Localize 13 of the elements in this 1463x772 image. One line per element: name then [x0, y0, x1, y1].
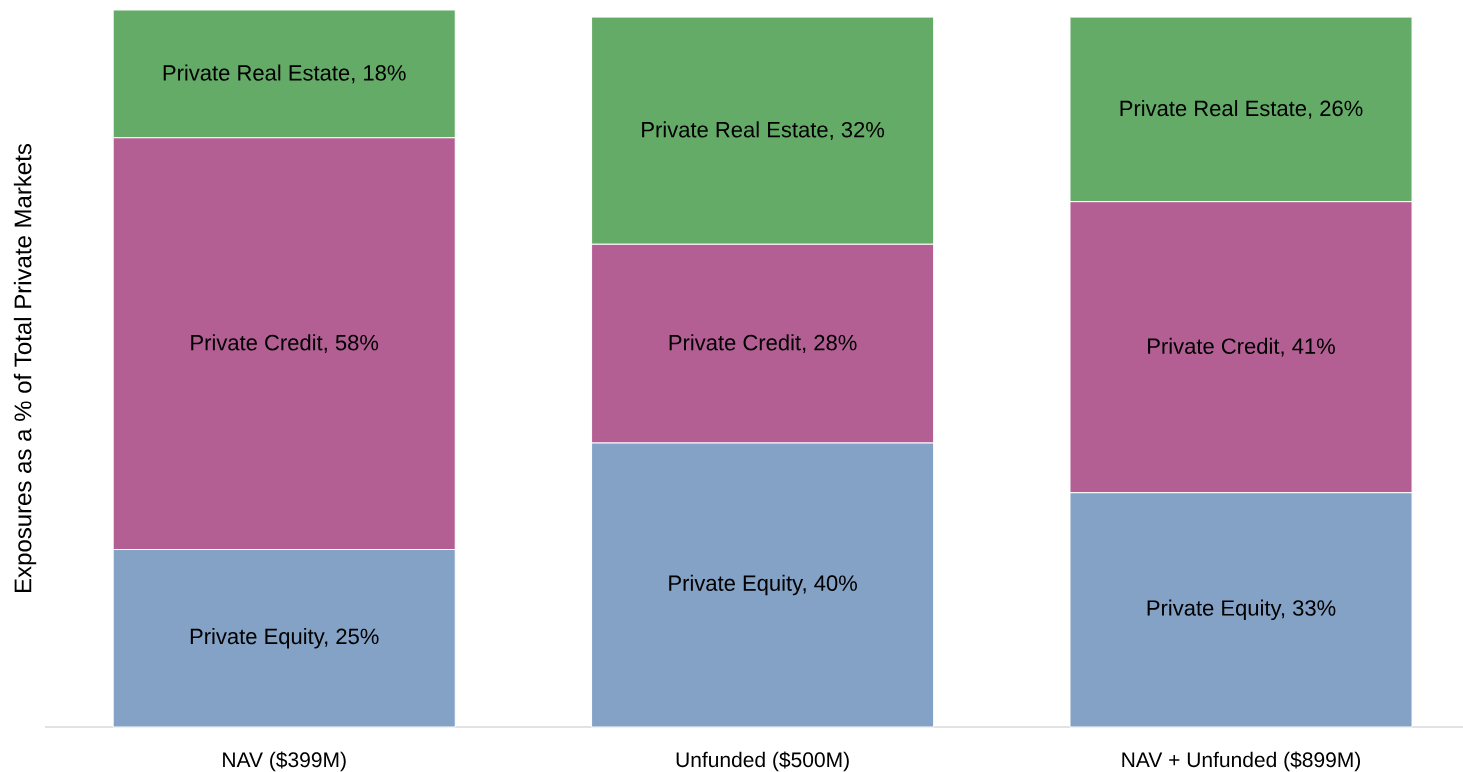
x-tick-label: NAV + Unfunded ($899M) — [1122, 751, 1360, 772]
data-label: Private Credit, 58% — [191, 334, 379, 354]
data-label: Private Real Estate, 18% — [163, 64, 406, 84]
data-label: Private Equity, 33% — [1147, 599, 1336, 621]
x-tick-label: Unfunded ($500M) — [676, 751, 849, 772]
data-label: Private Credit, 28% — [669, 334, 857, 354]
data-label: Private Equity, 25% — [190, 628, 379, 649]
data-label: Private Real Estate, 32% — [642, 121, 885, 141]
data-label: Private Credit, 41% — [1148, 337, 1335, 357]
x-tick-label: NAV ($399M) — [223, 751, 346, 772]
data-label: Private Real Estate, 26% — [1120, 100, 1363, 119]
data-label: Private Equity, 40% — [669, 574, 857, 596]
y-axis-title: Exposures as a % of Total Private Markets — [13, 143, 37, 592]
